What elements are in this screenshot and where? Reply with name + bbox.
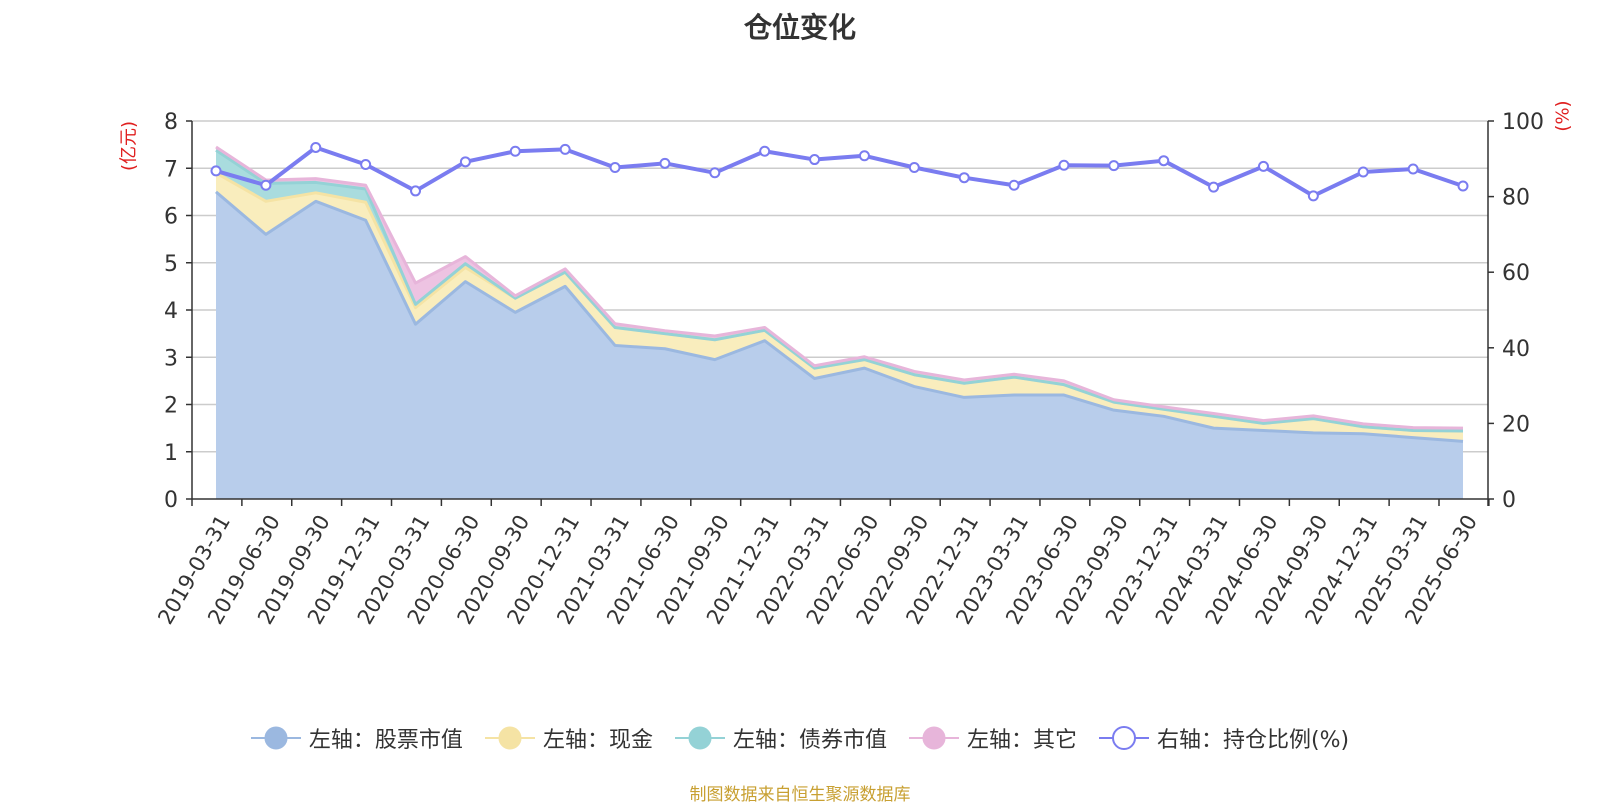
left-axis-tick-label: 2 — [164, 394, 178, 419]
line-point — [310, 141, 322, 153]
area-edge-2 — [215, 149, 1464, 433]
area-edge-0 — [215, 190, 1464, 443]
line-point — [858, 150, 870, 162]
legend-item[interactable]: 右轴：持仓比例(%) — [1098, 722, 1350, 754]
line-point — [260, 179, 272, 191]
left-axis-tick-label: 4 — [164, 299, 178, 324]
area-edge-3 — [215, 145, 1464, 430]
chart-title: 仓位变化 — [743, 11, 856, 44]
legend-item[interactable]: 左轴：债券市值 — [674, 722, 887, 754]
line-point — [1158, 155, 1170, 167]
legend-marker-icon — [908, 726, 959, 750]
line-point — [1357, 166, 1369, 178]
left-axis-tick-label: 0 — [164, 488, 178, 513]
line-point — [1257, 160, 1269, 172]
legend-item[interactable]: 左轴：其它 — [908, 722, 1077, 754]
left-axis-tick-label: 8 — [164, 110, 178, 135]
line-point — [1457, 180, 1469, 192]
line-point — [908, 161, 920, 173]
legend-marker-icon — [250, 726, 301, 750]
legend-label: 右轴：持仓比例(%) — [1156, 728, 1350, 753]
right-axis-tick-label: 40 — [1502, 337, 1530, 362]
line-point — [360, 158, 372, 170]
line-point — [759, 145, 771, 157]
line-point — [410, 185, 422, 197]
right-axis-tick-label: 100 — [1502, 110, 1544, 135]
legend-label: 左轴：股票市值 — [308, 728, 463, 753]
left-axis-tick-label: 6 — [164, 205, 178, 230]
left-axis-tick-label: 5 — [164, 252, 178, 277]
right-axis-label: (%) — [1552, 100, 1573, 131]
line-point — [1108, 160, 1120, 172]
legend-marker-icon — [1098, 726, 1149, 750]
line-point — [609, 161, 621, 173]
legend: 左轴：股票市值 左轴：现金 左轴：债券市值 左轴：其它 右轴：持仓比例(%) — [0, 722, 1600, 754]
line-point — [459, 156, 471, 168]
line-point — [1307, 190, 1319, 202]
left-axis-tick-label: 3 — [164, 346, 178, 371]
legend-label: 左轴：现金 — [542, 728, 653, 753]
left-axis-tick-label: 7 — [164, 157, 178, 182]
source-note: 制图数据来自恒生聚源数据库 — [689, 785, 911, 805]
legend-item[interactable]: 左轴：现金 — [484, 722, 653, 754]
legend-label: 左轴：债券市值 — [732, 728, 887, 753]
line-point — [709, 167, 721, 179]
area-0 — [216, 191, 1463, 499]
right-axis-tick-label: 20 — [1502, 412, 1530, 437]
line-point — [210, 165, 222, 177]
line-point — [1208, 181, 1220, 193]
line-point — [509, 145, 521, 157]
legend-marker-icon — [484, 726, 535, 750]
line-point — [1407, 163, 1419, 175]
line-point — [1008, 179, 1020, 191]
line-series-0 — [215, 145, 1464, 198]
right-axis-tick-label: 80 — [1502, 186, 1530, 211]
line-point — [809, 154, 821, 166]
line-point — [659, 157, 671, 169]
line-point — [1058, 159, 1070, 171]
left-axis-tick-label: 1 — [164, 441, 178, 466]
legend-label: 左轴：其它 — [966, 728, 1077, 753]
legend-marker-icon — [674, 726, 725, 750]
legend-item[interactable]: 左轴：股票市值 — [250, 722, 463, 754]
right-axis-tick-label: 0 — [1502, 488, 1516, 513]
line-point — [958, 172, 970, 184]
left-axis-label: (亿元) — [118, 121, 139, 171]
right-axis-tick-label: 60 — [1502, 261, 1530, 286]
line-point — [559, 143, 571, 155]
area-1 — [216, 172, 1463, 442]
